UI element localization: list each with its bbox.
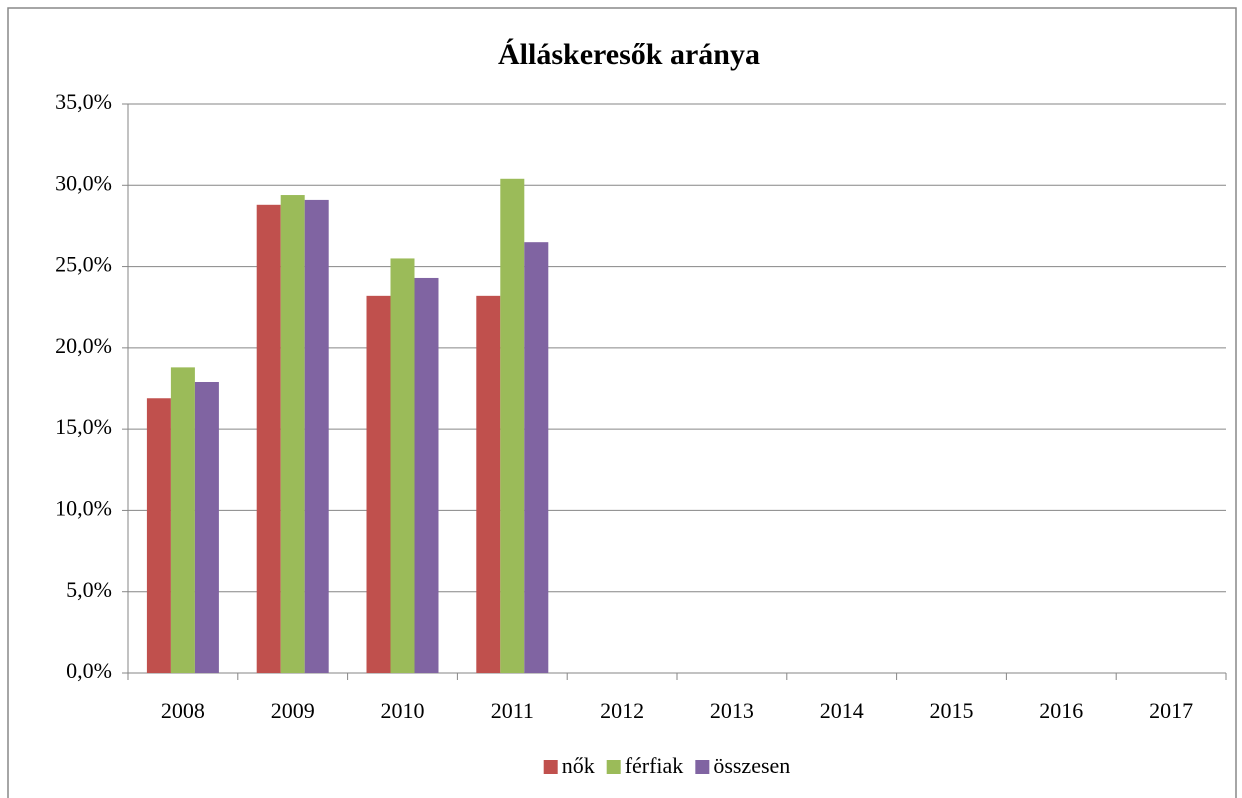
bar xyxy=(146,398,171,673)
x-tick-label: 2009 xyxy=(271,698,315,723)
x-tick-label: 2017 xyxy=(1149,698,1193,723)
x-tick-label: 2015 xyxy=(930,698,974,723)
y-tick-label: 10,0% xyxy=(55,495,112,520)
legend-swatch xyxy=(695,760,710,774)
x-tick-label: 2012 xyxy=(600,698,644,723)
y-tick-label: 30,0% xyxy=(55,170,112,195)
y-tick-label: 35,0% xyxy=(55,89,112,114)
x-tick-label: 2016 xyxy=(1039,698,1083,723)
bar xyxy=(390,258,415,673)
x-tick-label: 2014 xyxy=(820,698,864,723)
x-tick-label: 2011 xyxy=(491,698,534,723)
bar xyxy=(256,204,281,673)
bar xyxy=(500,178,525,674)
x-tick-label: 2008 xyxy=(161,698,205,723)
y-tick-label: 15,0% xyxy=(55,414,112,439)
bar xyxy=(414,277,439,673)
bar xyxy=(194,381,219,673)
legend-swatch xyxy=(543,760,558,774)
bar xyxy=(170,367,195,673)
legend-label: nők xyxy=(562,753,595,778)
bar xyxy=(366,295,391,673)
x-tick-label: 2013 xyxy=(710,698,754,723)
y-tick-label: 0,0% xyxy=(66,658,112,683)
y-tick-label: 5,0% xyxy=(66,577,112,602)
legend-label: összesen xyxy=(713,753,790,778)
chart-title: Álláskeresők aránya xyxy=(498,38,760,71)
legend-label: férfiak xyxy=(625,753,684,778)
bar xyxy=(304,199,329,673)
y-tick-label: 20,0% xyxy=(55,333,112,358)
bar xyxy=(280,195,305,674)
x-tick-label: 2010 xyxy=(381,698,425,723)
bar xyxy=(476,295,501,673)
bar xyxy=(524,242,549,673)
legend-swatch xyxy=(606,760,621,774)
y-tick-label: 25,0% xyxy=(55,252,112,277)
